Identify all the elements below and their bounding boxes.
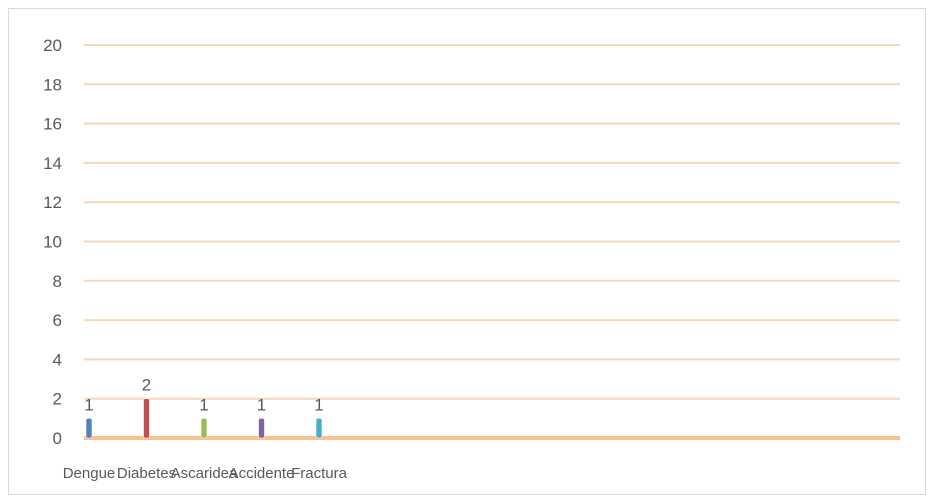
chart-frame [8, 8, 926, 495]
y-axis-ticks: 0 2 4 6 8 10 12 14 16 18 20 [43, 36, 62, 448]
y-tick-label: 4 [53, 350, 62, 369]
y-tick-label: 16 [43, 115, 62, 134]
gridlines [84, 44, 900, 440]
bar [200, 418, 208, 439]
x-category-label: Fractura [291, 465, 348, 482]
y-tick-label: 10 [43, 233, 62, 252]
y-tick-label: 18 [43, 75, 62, 94]
y-tick-label: 8 [53, 272, 62, 291]
x-category-label: Diabetes [117, 465, 176, 482]
y-tick-label: 6 [53, 311, 62, 330]
data-label: 1 [84, 395, 93, 414]
bar [258, 418, 265, 439]
x-category-label: Ascaridea [171, 465, 238, 482]
y-tick-label: 2 [53, 390, 62, 409]
data-label: 1 [199, 395, 208, 414]
x-category-label: Accidente [229, 465, 295, 482]
bar [143, 398, 150, 439]
y-tick-label: 14 [43, 154, 62, 173]
y-tick-label: 12 [43, 193, 62, 212]
bars [85, 398, 323, 439]
data-label: 1 [257, 395, 266, 414]
bar [315, 418, 323, 439]
data-label: 2 [142, 376, 151, 395]
data-label: 1 [314, 395, 323, 414]
data-labels: 1 2 1 1 1 [84, 376, 323, 415]
bar [85, 418, 93, 439]
x-category-label: Dengue [63, 465, 116, 482]
y-tick-label: 0 [53, 429, 62, 448]
y-tick-label: 20 [43, 36, 62, 55]
